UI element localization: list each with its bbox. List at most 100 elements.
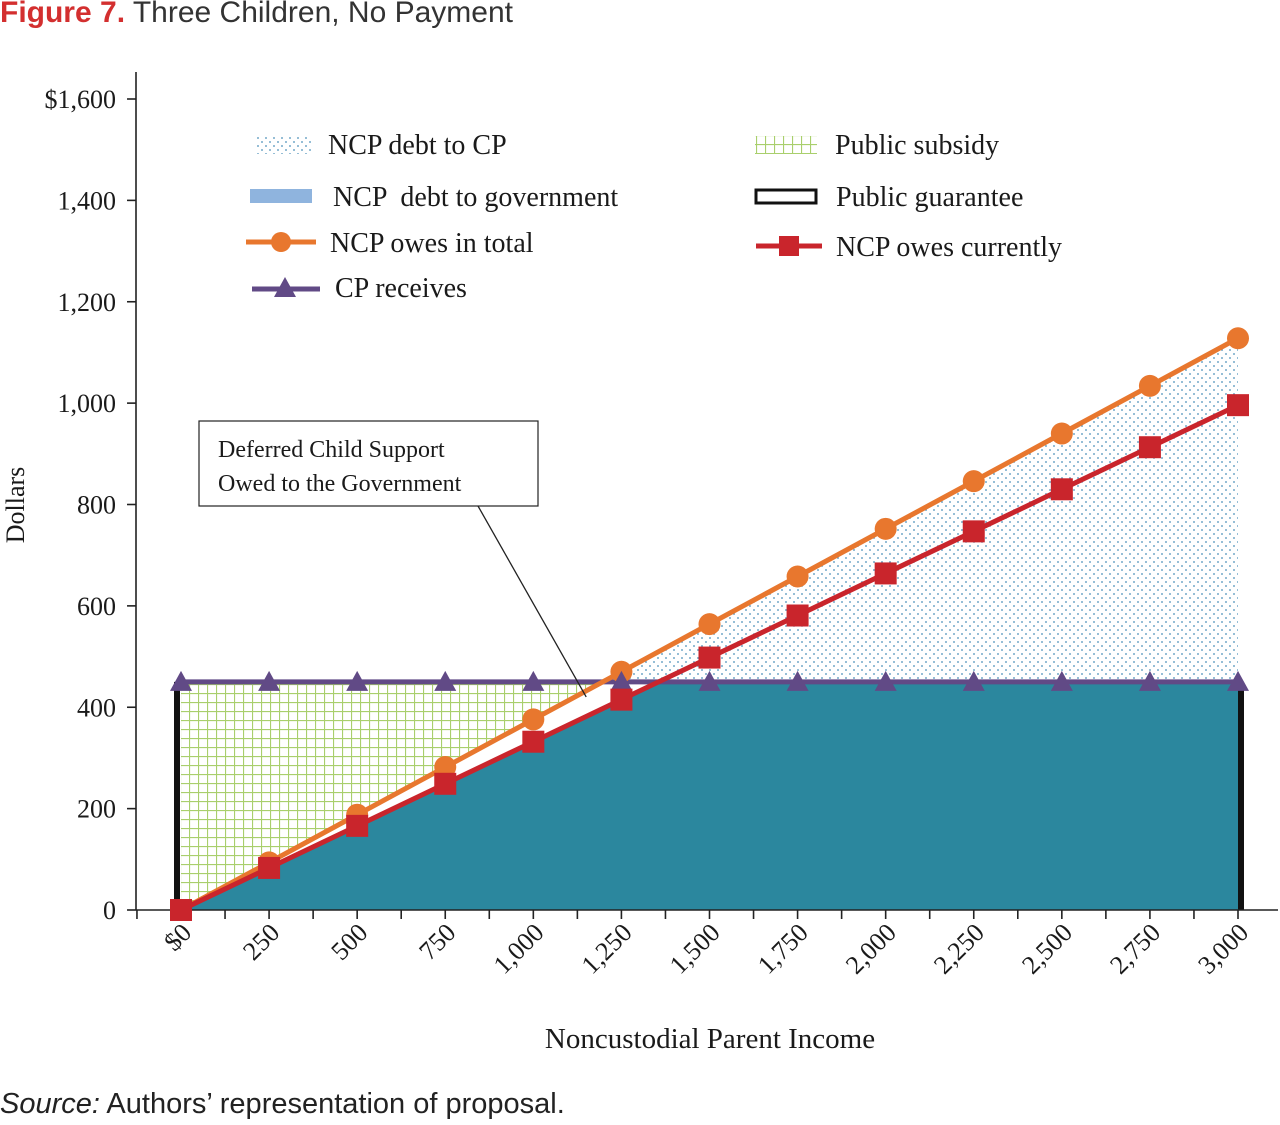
legend: NCP debt to CP Public subsidy NCP debt t… xyxy=(246,130,1062,304)
point-owes-currently xyxy=(170,899,192,921)
legend-item-public-subsidy: Public subsidy xyxy=(755,130,999,161)
series-markers-owes-in-total xyxy=(170,327,1249,921)
point-cp-receives xyxy=(1050,670,1073,691)
point-owes-in-total xyxy=(522,708,545,731)
annotation-box xyxy=(198,420,539,507)
figure-title-text: Three Children, No Payment xyxy=(132,0,513,29)
x-tick-label: 1,250 xyxy=(576,918,638,980)
point-owes-currently xyxy=(1138,436,1161,459)
y-tick-label: 1,200 xyxy=(58,288,117,317)
y-tick-label: 800 xyxy=(77,491,116,520)
point-owes-currently xyxy=(1050,478,1073,501)
legend-label-public-guarantee: Public guarantee xyxy=(836,182,1023,213)
y-tick-label: 1,000 xyxy=(58,389,117,418)
source-note: Source: Authors’ representation of propo… xyxy=(0,1088,565,1121)
y-tick-label: $1,600 xyxy=(45,85,117,114)
point-owes-currently xyxy=(786,604,809,627)
figure-number: Figure 7. xyxy=(0,0,126,29)
legend-label-cp-receives: CP receives xyxy=(335,273,467,304)
legend-item-owes-currently: NCP owes currently xyxy=(756,232,1062,263)
point-owes-in-total xyxy=(1227,327,1249,350)
legend-item-debt-to-government: NCP debt to government xyxy=(250,182,618,213)
point-owes-currently xyxy=(522,730,545,753)
point-cp-receives xyxy=(1227,670,1249,691)
x-tick-label: 2,000 xyxy=(840,918,902,980)
x-tick-label: 500 xyxy=(325,918,373,966)
point-owes-currently xyxy=(1227,394,1249,417)
point-owes-currently xyxy=(610,688,633,711)
series-markers-owes-currently xyxy=(170,394,1249,921)
y-tick-label: 600 xyxy=(77,592,116,621)
point-owes-in-total xyxy=(434,756,457,779)
axes xyxy=(135,72,1278,911)
legend-label-owes-in-total: NCP owes in total xyxy=(330,228,534,259)
point-owes-in-total xyxy=(874,517,897,540)
point-owes-in-total xyxy=(786,565,809,588)
legend-item-public-guarantee: Public guarantee xyxy=(754,182,1023,213)
annotation-leader-line xyxy=(477,505,587,698)
legend-marker-square xyxy=(779,236,799,256)
legend-label-public-subsidy: Public subsidy xyxy=(835,130,999,161)
x-tick-label: 1,750 xyxy=(752,918,814,980)
point-owes-currently xyxy=(874,562,897,585)
figure-title: Figure 7. Three Children, No Payment xyxy=(0,0,513,30)
point-owes-in-total xyxy=(962,470,985,493)
point-cp-receives xyxy=(522,670,545,691)
legend-marker-triangle xyxy=(274,277,296,297)
y-tick-label: 1,400 xyxy=(58,186,117,215)
area-ncp-debt-to-government xyxy=(181,681,1238,910)
legend-swatch-grid xyxy=(755,136,817,154)
legend-item-debt-to-cp: NCP debt to CP xyxy=(255,130,507,161)
x-tick-label: 250 xyxy=(237,918,285,966)
point-cp-receives xyxy=(258,670,281,691)
x-tick-label: 750 xyxy=(413,918,461,966)
y-tick-label: 0 xyxy=(103,896,116,925)
y-axis-label: Dollars xyxy=(1,467,30,544)
x-axis-ticks: $0 250 500 750 1,000 1,250 1,500 1,750 2,000 2,25… xyxy=(136,910,1254,980)
y-tick-label: 400 xyxy=(77,693,116,722)
point-owes-in-total xyxy=(1050,422,1073,445)
point-cp-receives xyxy=(170,670,192,691)
point-owes-currently xyxy=(698,646,721,669)
x-tick-label: 2,250 xyxy=(928,918,990,980)
legend-swatch-outline xyxy=(754,188,818,205)
point-cp-receives xyxy=(874,670,897,691)
x-tick-label: 3,000 xyxy=(1192,918,1254,980)
chart: 0 200 400 600 800 1,000 1,200 1,400 $1,600 $0 250… xyxy=(1,72,1278,1055)
point-cp-receives xyxy=(698,670,721,691)
x-axis-label: Noncustodial Parent Income xyxy=(545,1023,875,1055)
source-text: Authors’ representation of proposal. xyxy=(99,1088,565,1120)
annotation-line-1: Deferred Child Support xyxy=(218,437,445,463)
y-tick-label: 200 xyxy=(77,795,116,824)
x-tick-label: 2,750 xyxy=(1104,918,1166,980)
legend-swatch-dots xyxy=(255,136,313,154)
point-cp-receives xyxy=(962,670,985,691)
point-cp-receives xyxy=(786,670,809,691)
x-tick-label: 2,500 xyxy=(1016,918,1078,980)
legend-item-cp-receives: CP receives xyxy=(252,273,467,304)
legend-marker-circle xyxy=(271,232,291,252)
point-cp-receives xyxy=(434,670,457,691)
legend-label-debt-to-government: NCP debt to government xyxy=(333,182,618,213)
point-cp-receives xyxy=(610,670,633,691)
legend-item-owes-in-total: NCP owes in total xyxy=(246,228,534,259)
point-cp-receives xyxy=(1138,670,1161,691)
x-tick-label: 1,500 xyxy=(664,918,726,980)
series-markers-cp-receives xyxy=(170,670,1249,691)
x-tick-label: $0 xyxy=(158,918,197,957)
annotation-line-2: Owed to the Government xyxy=(218,471,462,497)
legend-label-debt-to-cp: NCP debt to CP xyxy=(328,130,507,161)
y-axis-ticks: 0 200 400 600 800 1,000 1,200 1,400 $1,600 xyxy=(45,85,136,925)
point-owes-currently xyxy=(258,856,281,879)
series xyxy=(170,327,1249,921)
source-label: Source: xyxy=(0,1088,100,1120)
point-owes-currently xyxy=(434,772,457,795)
annotation: Deferred Child Support Owed to the Gover… xyxy=(198,420,587,698)
point-owes-currently xyxy=(346,814,369,837)
point-owes-currently xyxy=(962,520,985,543)
point-owes-in-total xyxy=(1138,374,1161,397)
legend-swatch-solid xyxy=(250,189,312,203)
point-cp-receives xyxy=(346,670,369,691)
x-tick-label: 1,000 xyxy=(488,918,550,980)
point-owes-in-total xyxy=(698,613,721,636)
